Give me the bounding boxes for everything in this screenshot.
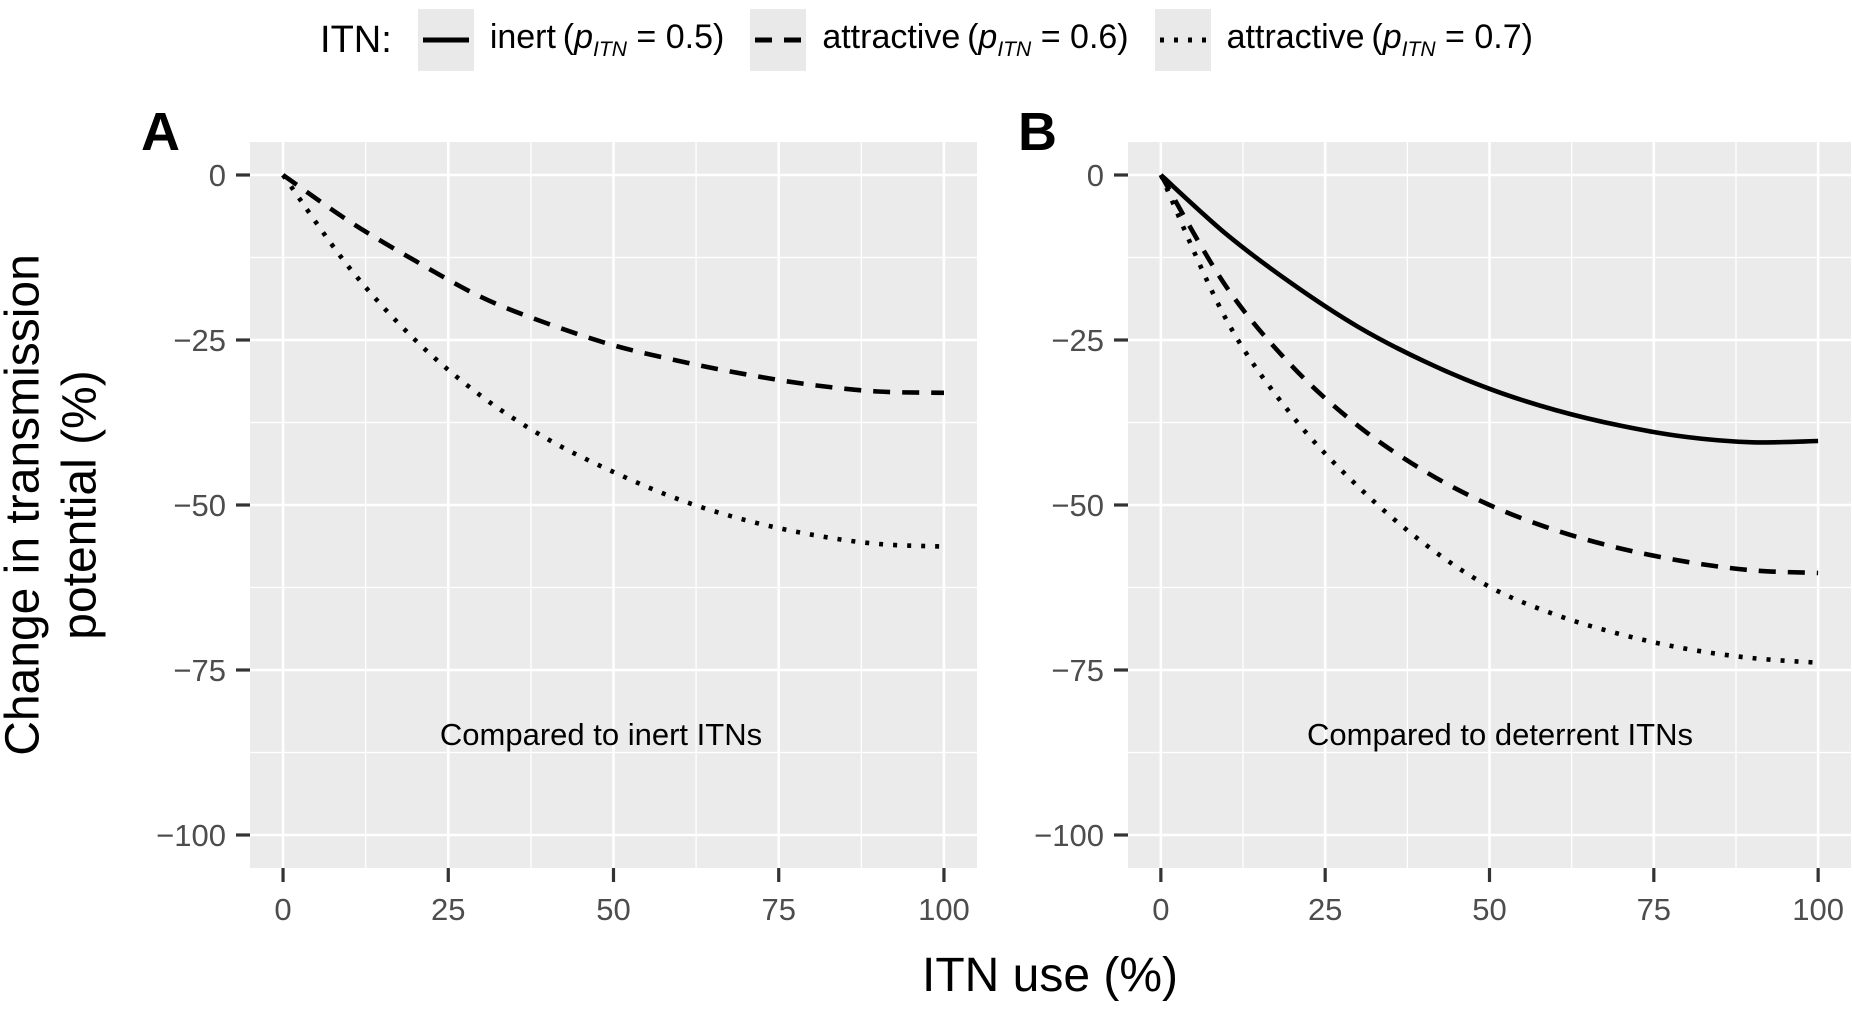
panel-b-label: B [1018,102,1057,162]
x-tick-label: 0 [274,892,291,927]
y-axis-title: Change in transmission potential (%) [0,254,109,756]
x-tick-label: 25 [431,892,465,927]
legend-label-1: attractive (pITN = 0.6) [822,18,1129,61]
panel-b-annotation: Compared to deterrent ITNs [1307,717,1693,752]
curve-a-dotted [281,173,945,549]
y-tick-label: −50 [173,488,226,523]
y-tick-label: −100 [1034,818,1104,853]
legend-title: ITN: [320,18,392,61]
x-tick-label: 100 [1792,892,1844,927]
curve-a-dashed [281,173,945,396]
x-tick-label: 75 [1637,892,1671,927]
legend-entry-dashed: attractive (pITN = 0.6) [750,9,1129,71]
panel-a-annotation: Compared to inert ITNs [439,717,763,752]
y-tick-label: −50 [1051,488,1104,523]
y-tick-label: 0 [209,158,226,193]
x-tick-label: 0 [1152,892,1169,927]
y-tick-label: −100 [156,818,226,853]
y-tick-label: −25 [1051,323,1104,358]
legend-key-dashed-line-icon [750,9,807,71]
y-tick-label: −25 [173,323,226,358]
legend-key-solid-line-icon [417,9,474,71]
panel-a: 0 25 50 75 100 0 −25 −50 −75 −100 [156,142,977,927]
panel-a-label: A [141,102,180,162]
x-tick-label: 50 [596,892,630,927]
y-tick-label: −75 [1051,653,1104,688]
x-tick-label: 25 [1308,892,1342,927]
x-axis-title: ITN use (%) [921,949,1179,1002]
y-axis-title-line2: potential (%) [53,370,106,640]
legend-key-dotted-line-icon [1154,9,1211,71]
panel-b: 0 25 50 75 100 0 −25 −50 −75 −100 [1034,142,1851,927]
legend-entry-dotted: attractive (pITN = 0.7) [1154,9,1533,71]
y-axis-title-line1: Change in transmission [0,254,50,756]
legend-label-0: inert (pITN = 0.5) [489,18,725,61]
curve-b-solid [1159,173,1819,445]
x-tick-label: 50 [1472,892,1506,927]
legend-entry-solid: inert (pITN = 0.5) [417,9,725,71]
y-tick-label: −75 [173,653,226,688]
y-tick-label: 0 [1087,158,1104,193]
legend: ITN: inert (pITN = 0.5) attractive (pITN … [0,4,1853,76]
legend-label-2: attractive (pITN = 0.7) [1226,18,1533,61]
x-tick-label: 75 [761,892,795,927]
x-tick-label: 100 [918,892,970,927]
